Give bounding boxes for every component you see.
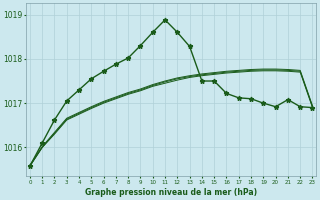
X-axis label: Graphe pression niveau de la mer (hPa): Graphe pression niveau de la mer (hPa) — [85, 188, 257, 197]
